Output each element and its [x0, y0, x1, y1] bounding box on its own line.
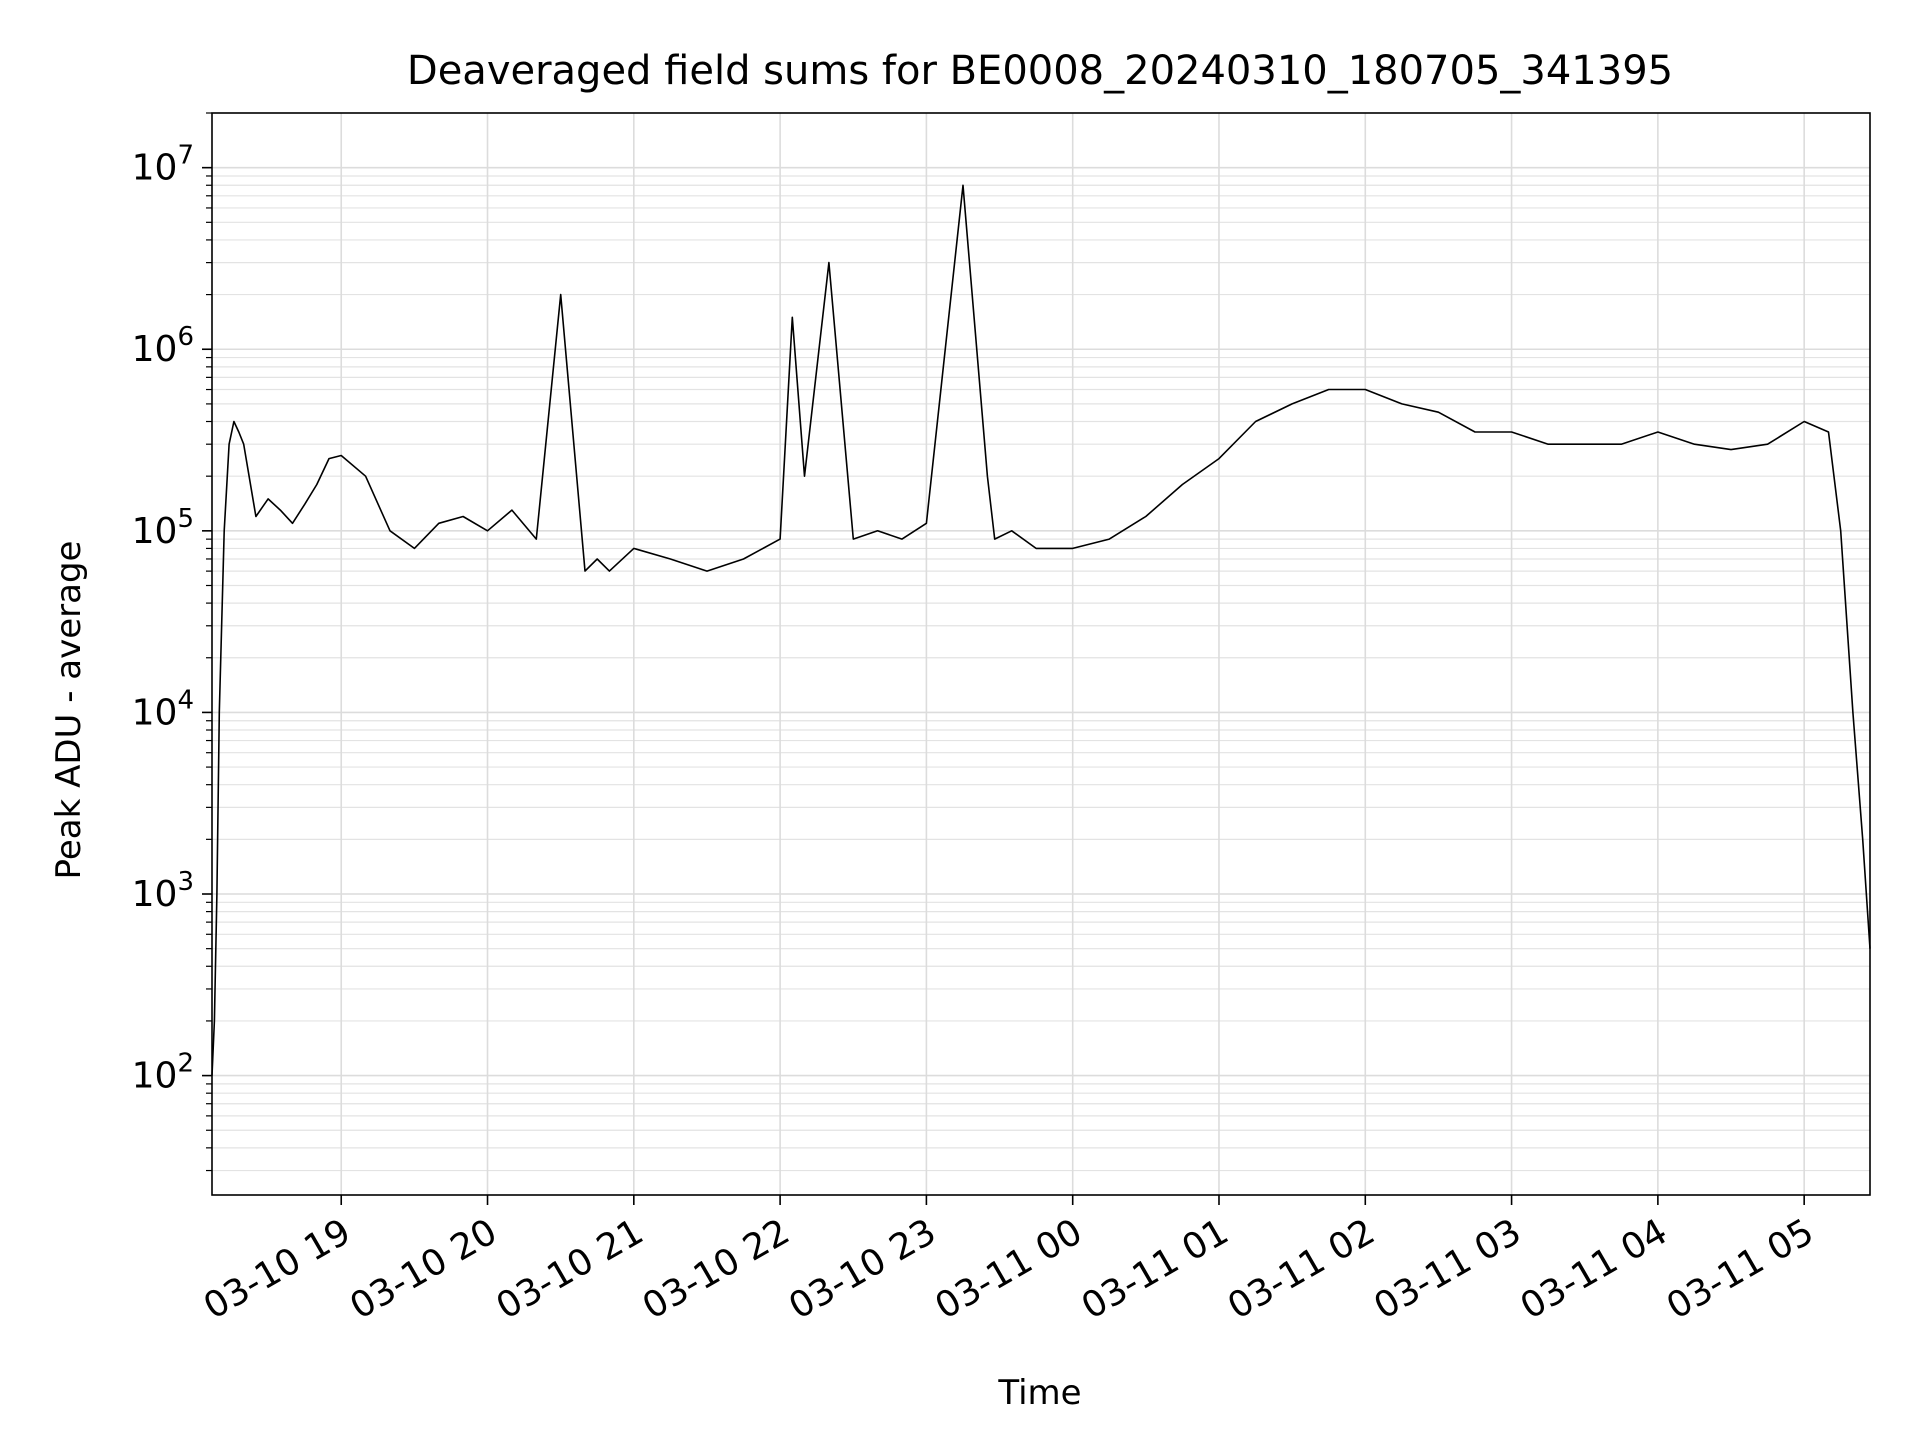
- x-axis-label: Time: [997, 1373, 1081, 1413]
- y-axis-label: Peak ADU - average: [49, 541, 89, 880]
- y-tick-label: 105: [132, 504, 194, 552]
- y-tick-label: 102: [132, 1049, 194, 1097]
- y-tick-label: 106: [132, 322, 194, 370]
- y-tick-label: 103: [132, 867, 194, 915]
- series-line: [211, 184, 1871, 1076]
- y-tick-label: 104: [132, 685, 194, 733]
- grid: [212, 112, 1870, 1195]
- y-tick-label: 107: [132, 141, 194, 189]
- data-series: [211, 184, 1871, 1076]
- axes-frame: [211, 112, 1871, 1196]
- chart-title: Deaveraged field sums for BE0008_2024031…: [407, 48, 1673, 94]
